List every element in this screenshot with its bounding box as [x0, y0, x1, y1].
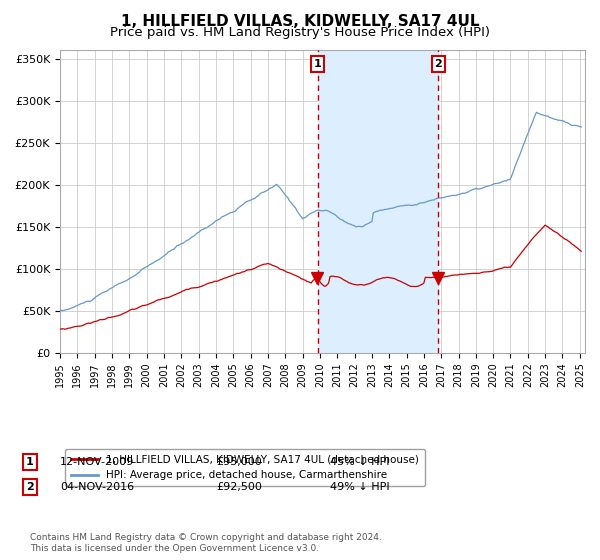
- Text: £92,500: £92,500: [216, 482, 262, 492]
- Text: Price paid vs. HM Land Registry's House Price Index (HPI): Price paid vs. HM Land Registry's House …: [110, 26, 490, 39]
- Text: 04-NOV-2016: 04-NOV-2016: [60, 482, 134, 492]
- Text: 1: 1: [314, 59, 322, 69]
- Text: 45% ↓ HPI: 45% ↓ HPI: [330, 457, 389, 467]
- Text: Contains HM Land Registry data © Crown copyright and database right 2024.
This d: Contains HM Land Registry data © Crown c…: [30, 533, 382, 553]
- Text: 12-NOV-2009: 12-NOV-2009: [60, 457, 134, 467]
- Text: 1, HILLFIELD VILLAS, KIDWELLY, SA17 4UL: 1, HILLFIELD VILLAS, KIDWELLY, SA17 4UL: [121, 14, 479, 29]
- Bar: [317, 50, 439, 353]
- Text: 2: 2: [434, 59, 442, 69]
- Text: 1: 1: [26, 457, 34, 467]
- Text: 2: 2: [26, 482, 34, 492]
- Text: 49% ↓ HPI: 49% ↓ HPI: [330, 482, 389, 492]
- Legend: 1, HILLFIELD VILLAS, KIDWELLY, SA17 4UL (detached house), HPI: Average price, de: 1, HILLFIELD VILLAS, KIDWELLY, SA17 4UL …: [65, 449, 425, 487]
- Text: £95,000: £95,000: [216, 457, 262, 467]
